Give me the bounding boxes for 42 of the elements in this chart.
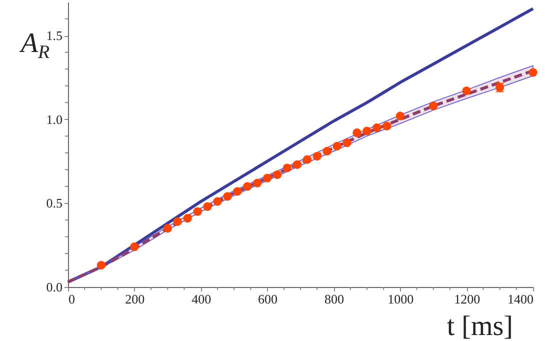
point [322, 146, 332, 156]
point [130, 242, 139, 252]
point [243, 182, 252, 191]
point [272, 170, 282, 179]
point [352, 128, 362, 138]
x-tick-label: 800 [324, 292, 344, 306]
x-tick-label: 0 [68, 292, 75, 306]
x-tick-label: 600 [258, 292, 278, 306]
y-tick-label: 0.5 [46, 196, 62, 211]
x-tick-label: 1200 [454, 292, 480, 306]
y-tick-label: 1.5 [46, 28, 62, 44]
point [332, 142, 342, 150]
point [462, 86, 471, 96]
point [262, 174, 272, 182]
point [203, 202, 212, 211]
x-tick-label: 400 [192, 292, 212, 306]
point [96, 260, 106, 270]
point [233, 187, 242, 196]
point [429, 102, 438, 110]
point [362, 126, 372, 136]
point [312, 152, 322, 161]
x-tick-label: 1400 [508, 292, 534, 306]
y-tick-label: 0.0 [46, 280, 62, 294]
point [372, 123, 382, 132]
x-tick-label: 1000 [388, 292, 414, 306]
point [223, 192, 232, 201]
x-tick-label: 200 [125, 292, 145, 306]
point [163, 224, 172, 233]
point [292, 160, 302, 169]
point [342, 138, 352, 148]
point [396, 112, 404, 120]
y-tick-label: 1.0 [46, 112, 62, 127]
point [252, 178, 262, 188]
point [183, 214, 192, 223]
point [382, 122, 392, 130]
point [302, 155, 312, 164]
point [528, 68, 538, 77]
point [213, 197, 222, 206]
x-axis-title: t [ms] [446, 311, 513, 341]
point [282, 164, 292, 172]
point [173, 217, 182, 226]
point [193, 207, 202, 216]
